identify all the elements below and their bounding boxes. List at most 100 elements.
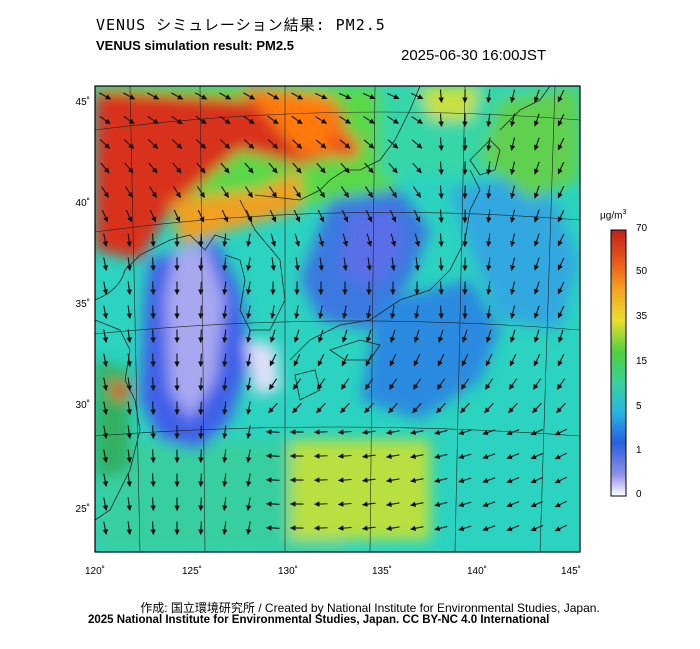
- wind-arrow: [366, 305, 372, 319]
- wind-arrow: [339, 139, 351, 149]
- wind-arrow: [557, 233, 565, 247]
- wind-arrow: [363, 116, 375, 124]
- wind-arrow: [364, 402, 374, 414]
- wind-arrow: [198, 401, 204, 416]
- wind-arrow: [198, 329, 204, 344]
- wind-arrow: [147, 139, 159, 149]
- wind-arrow: [171, 139, 183, 149]
- wind-arrow: [337, 429, 352, 435]
- colorbar-unit-label: µg/m3: [600, 209, 627, 222]
- wind-arrow: [556, 402, 566, 414]
- wind-arrow: [386, 477, 400, 483]
- wind-arrow: [222, 353, 228, 368]
- wind-arrow: [150, 377, 156, 392]
- wind-arrow: [413, 209, 421, 223]
- wind-arrow: [412, 378, 422, 390]
- wind-arrow: [171, 92, 184, 100]
- wind-arrow: [125, 209, 133, 223]
- wind-arrow: [318, 233, 325, 247]
- wind-arrow: [486, 113, 492, 127]
- lat-tick-label: 45˚: [75, 97, 90, 108]
- wind-arrow: [318, 257, 324, 271]
- wind-arrow: [337, 477, 352, 483]
- wind-arrow: [388, 162, 398, 174]
- wind-arrow: [557, 353, 565, 367]
- wind-arrow: [486, 233, 492, 247]
- wind-arrow: [533, 113, 540, 127]
- wind-arrow: [219, 139, 231, 149]
- wind-arrow: [362, 453, 376, 459]
- wind-arrow: [150, 305, 156, 320]
- wind-arrow: [509, 233, 516, 247]
- wind-arrow: [484, 402, 494, 414]
- wind-arrow: [340, 162, 350, 174]
- wind-arrow: [532, 378, 542, 390]
- wind-arrow: [533, 185, 540, 199]
- wind-arrow: [147, 92, 160, 100]
- wind-arrow: [410, 477, 424, 484]
- wind-vectors: [99, 89, 568, 536]
- wind-arrow: [269, 209, 277, 223]
- wind-arrow: [362, 92, 376, 100]
- wind-arrow: [386, 501, 400, 507]
- colorbar-label: 0: [636, 489, 642, 500]
- wind-arrow: [365, 353, 373, 367]
- wind-arrow: [150, 473, 156, 488]
- wind-arrow: [246, 329, 252, 343]
- wind-arrow: [102, 233, 108, 247]
- map-title-english: VENUS simulation result: PM2.5: [96, 38, 294, 53]
- wind-arrow: [557, 89, 565, 103]
- wind-arrow: [246, 449, 252, 463]
- wind-arrow: [222, 449, 228, 464]
- wind-arrow: [386, 525, 400, 531]
- wind-arrow: [434, 525, 448, 532]
- wind-arrow: [533, 305, 540, 319]
- wind-arrow: [197, 186, 205, 198]
- wind-arrow: [315, 116, 327, 124]
- wind-arrow: [554, 524, 568, 532]
- wind-arrow: [554, 500, 568, 508]
- wind-arrow: [557, 329, 564, 343]
- wind-arrow: [366, 257, 372, 271]
- wind-arrow: [506, 453, 520, 460]
- wind-arrow: [337, 453, 352, 459]
- wind-arrow: [530, 500, 544, 508]
- wind-arrow: [484, 378, 494, 390]
- wind-arrow: [267, 139, 279, 149]
- wind-arrow: [461, 353, 469, 367]
- wind-arrow: [195, 139, 207, 149]
- wind-arrow: [533, 353, 541, 367]
- wind-arrow: [246, 353, 252, 367]
- wind-arrow: [99, 92, 112, 100]
- wind-arrow: [265, 501, 280, 507]
- wind-arrow: [243, 115, 255, 125]
- wind-arrow: [486, 209, 492, 223]
- wind-arrow: [509, 257, 516, 271]
- wind-arrow: [99, 115, 111, 125]
- wind-arrow: [509, 137, 516, 151]
- graticule: [95, 86, 580, 552]
- wind-arrow: [364, 162, 374, 174]
- wind-arrow: [246, 425, 252, 439]
- wind-arrow: [557, 257, 565, 271]
- wind-arrow: [410, 525, 424, 532]
- wind-arrow: [102, 353, 108, 367]
- wind-arrow: [198, 377, 204, 392]
- wind-arrow: [102, 329, 108, 343]
- wind-arrow: [438, 113, 444, 128]
- wind-arrow: [150, 425, 156, 440]
- wind-arrow: [269, 353, 277, 367]
- wind-arrow: [485, 329, 492, 343]
- wind-arrow: [386, 92, 400, 100]
- wind-arrow: [123, 92, 136, 100]
- wind-arrow: [413, 329, 420, 343]
- wind-arrow: [101, 186, 109, 198]
- colorbar: [610, 229, 627, 497]
- wind-arrow: [438, 233, 444, 248]
- wind-arrow: [342, 305, 348, 319]
- wind-arrow: [554, 428, 568, 436]
- wind-arrow: [150, 329, 156, 344]
- wind-arrow: [389, 209, 397, 223]
- wind-arrow: [485, 353, 493, 367]
- wind-arrow: [126, 473, 132, 487]
